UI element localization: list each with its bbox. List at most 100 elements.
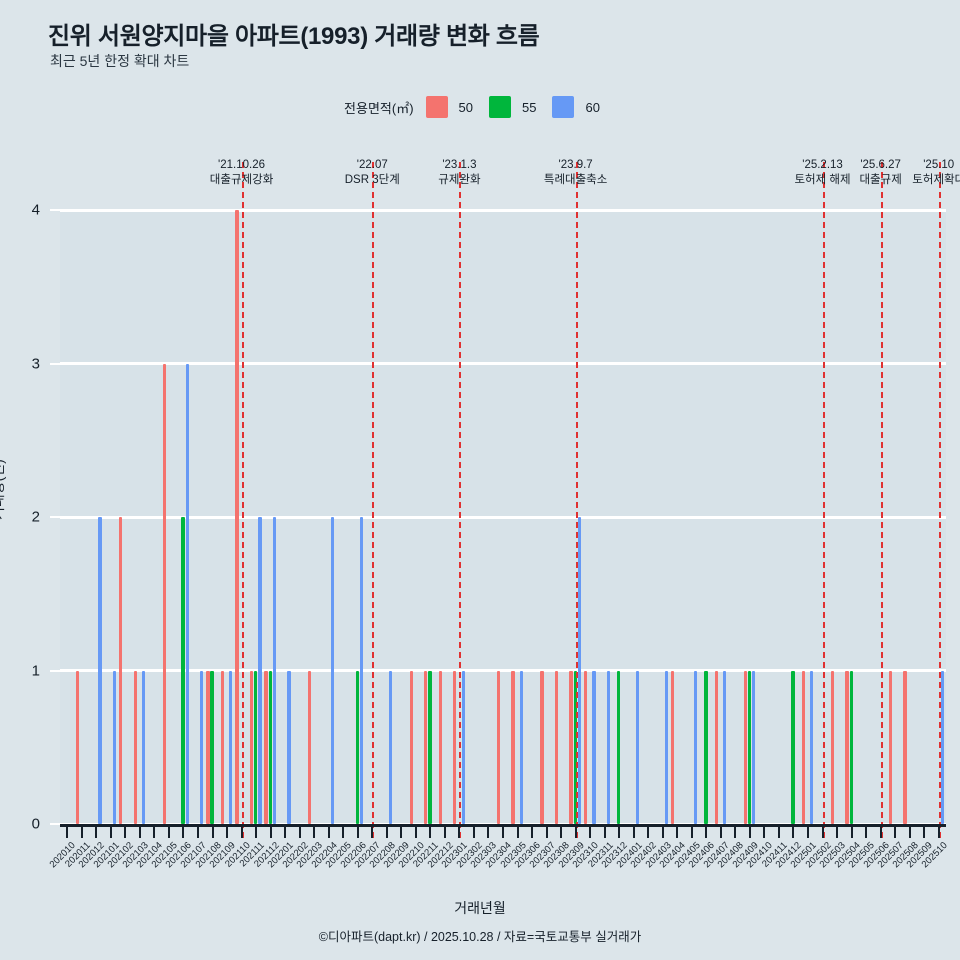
bar-202308-50[interactable]	[554, 670, 559, 824]
bar-202111-50[interactable]	[249, 670, 254, 824]
bar-202206-60[interactable]	[359, 517, 364, 824]
bar-202501-50[interactable]	[801, 670, 806, 824]
bar-202504-50[interactable]	[845, 670, 849, 824]
bar-202109-50[interactable]	[220, 670, 225, 824]
bar-202508-50[interactable]	[903, 670, 907, 824]
bar-202109-60[interactable]	[229, 670, 233, 824]
bar-202301-60[interactable]	[461, 670, 465, 824]
event-line-3	[575, 162, 578, 838]
bar-202309-55[interactable]	[573, 670, 577, 824]
event-date-3: '23.9.7	[558, 159, 593, 171]
bar-202206-55[interactable]	[355, 670, 359, 824]
chart-legend: 전용면적(㎡) 50 55 60	[0, 96, 960, 118]
bar-202501-60[interactable]	[810, 670, 814, 824]
x-axis-line	[60, 824, 946, 827]
bar-202312-55[interactable]	[617, 670, 621, 824]
legend-item-60[interactable]: 60	[552, 96, 600, 118]
bar-202201-60[interactable]	[287, 670, 291, 824]
bar-202211-55[interactable]	[428, 670, 432, 824]
x-tickmark-202301	[458, 827, 461, 838]
x-tickmark-202303	[487, 827, 490, 838]
bar-202409-60[interactable]	[752, 670, 756, 824]
event-text-4: 토허제 해제	[794, 174, 851, 186]
bar-202107-60[interactable]	[200, 670, 204, 824]
bar-202103-60[interactable]	[142, 670, 146, 824]
bar-202310-50[interactable]	[583, 670, 588, 824]
bar-202507-50[interactable]	[888, 670, 893, 824]
bar-202011-50[interactable]	[75, 670, 79, 824]
bar-202112-60[interactable]	[272, 517, 277, 824]
bar-202401-60[interactable]	[635, 670, 640, 824]
legend-item-55[interactable]: 55	[489, 96, 536, 118]
bar-202409-50[interactable]	[743, 670, 747, 824]
y-tick-2: 2	[31, 508, 40, 526]
bar-202208-60[interactable]	[388, 670, 393, 824]
event-label-1: '22.07 DSR 3단계	[345, 158, 400, 188]
bar-202309-60[interactable]	[577, 517, 582, 824]
bar-202404-50[interactable]	[671, 670, 675, 824]
bar-202304-50[interactable]	[496, 670, 501, 824]
x-tickmark-202204	[327, 827, 330, 838]
bar-202412-55[interactable]	[791, 670, 795, 824]
bar-202204-60[interactable]	[330, 517, 335, 824]
bar-202309-50[interactable]	[569, 670, 573, 824]
x-tickmark-202412	[792, 827, 795, 838]
bar-202407-50[interactable]	[714, 670, 718, 824]
bar-202403-60[interactable]	[664, 670, 669, 824]
bar-202305-50[interactable]	[511, 670, 515, 824]
footer-credit: ©디아파트(dapt.kr) / 2025.10.28 / 자료=국토교통부 실…	[318, 930, 642, 944]
bar-202409-55[interactable]	[747, 670, 752, 824]
event-date-1: '22.07	[356, 159, 388, 171]
legend-label-55: 55	[522, 99, 537, 115]
event-date-4: '25.2.13	[802, 159, 843, 171]
bar-202111-55[interactable]	[254, 670, 258, 824]
bar-202106-55[interactable]	[181, 517, 185, 824]
bar-202212-50[interactable]	[438, 670, 442, 824]
event-line-1	[372, 162, 375, 838]
x-tickmark-202103	[138, 827, 141, 838]
bar-202311-60[interactable]	[606, 670, 611, 824]
bar-202111-60[interactable]	[258, 517, 262, 824]
bar-202106-60[interactable]	[185, 363, 189, 824]
bar-202301-50[interactable]	[453, 670, 457, 824]
bar-202012-60[interactable]	[98, 517, 102, 824]
bar-202108-55[interactable]	[210, 670, 214, 824]
x-tickmark-202304	[502, 827, 504, 838]
bar-202108-50[interactable]	[206, 670, 210, 824]
bar-202406-55[interactable]	[704, 670, 708, 824]
x-tickmark-202407	[719, 827, 722, 838]
x-tickmark-202502	[821, 827, 824, 838]
x-tickmark-202010	[66, 827, 69, 838]
x-tickmark-202505	[865, 827, 868, 838]
event-line-2	[459, 162, 462, 838]
bar-202211-50[interactable]	[424, 670, 428, 824]
bar-202102-50[interactable]	[119, 517, 123, 824]
legend-item-50[interactable]: 50	[425, 96, 473, 118]
bar-202112-50[interactable]	[264, 670, 268, 824]
bar-202101-60[interactable]	[112, 670, 117, 824]
event-line-5	[880, 162, 883, 838]
bar-202504-55[interactable]	[849, 670, 853, 824]
x-tickmark-202104	[153, 827, 156, 838]
x-axis-tick-labels: 202010 202011 202012 202101 202102 202103 2021…	[48, 840, 950, 900]
bar-202210-50[interactable]	[409, 670, 413, 824]
bar-202105-50[interactable]	[162, 363, 166, 824]
legend-label-60: 60	[585, 99, 600, 115]
bar-202407-60[interactable]	[723, 670, 727, 824]
x-tickmark-202510	[937, 827, 940, 838]
y-tick-0: 0	[31, 815, 40, 833]
bar-202503-50[interactable]	[830, 670, 835, 824]
bar-202307-50[interactable]	[540, 670, 544, 824]
bar-202103-50[interactable]	[133, 670, 137, 824]
bar-202405-60[interactable]	[693, 670, 698, 824]
event-text-0: 대출규제강화	[209, 174, 274, 186]
bar-202110-50[interactable]	[235, 210, 239, 824]
x-tickmark-202309	[574, 827, 577, 838]
bar-202310-60[interactable]	[592, 670, 596, 824]
x-tickmark-202208	[385, 827, 388, 838]
bar-202112-55[interactable]	[268, 670, 272, 824]
x-tickmark-202107	[196, 827, 199, 838]
bar-202510-60[interactable]	[940, 670, 945, 824]
bar-202203-50[interactable]	[307, 670, 312, 824]
bar-202305-60[interactable]	[519, 670, 523, 824]
